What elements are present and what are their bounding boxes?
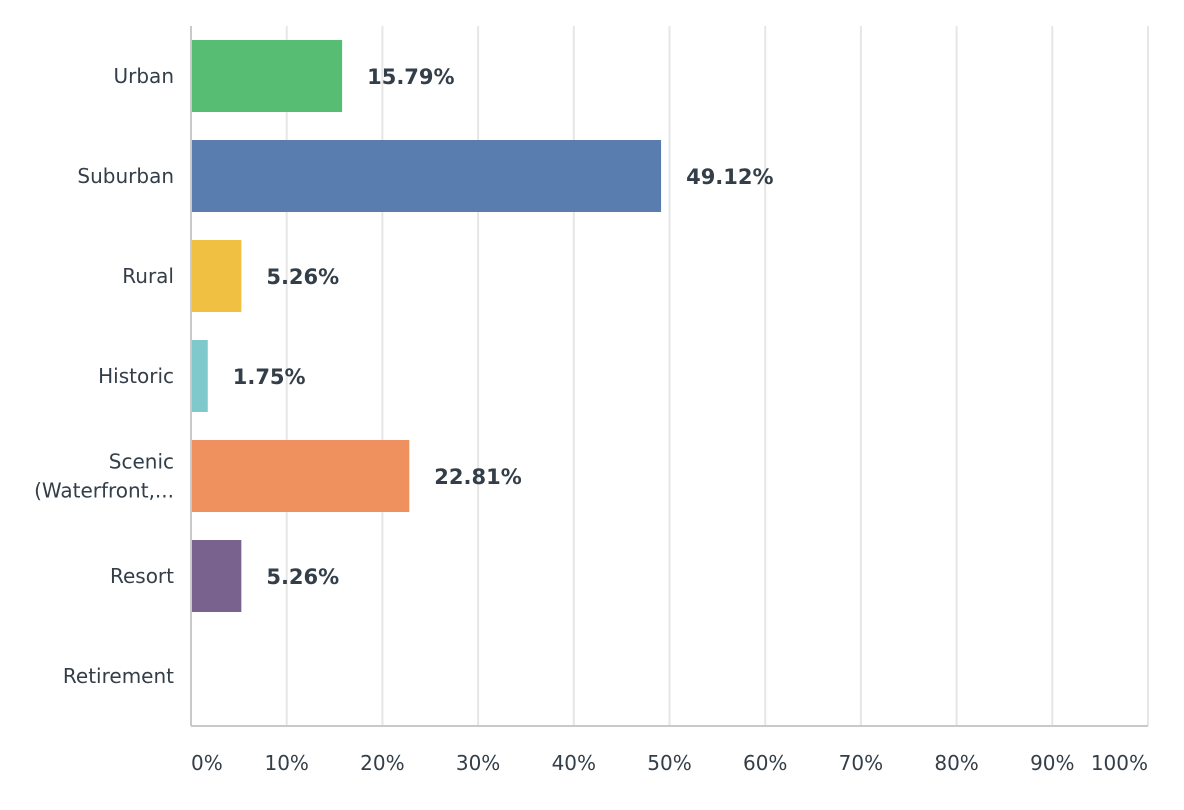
category-label: Retirement xyxy=(63,664,174,688)
category-label: Historic xyxy=(98,364,174,388)
bars xyxy=(191,40,662,612)
x-tick-label: 20% xyxy=(360,751,404,775)
data-label: 49.12% xyxy=(686,165,773,189)
bar xyxy=(191,240,242,312)
bar xyxy=(191,540,242,612)
category-label: Resort xyxy=(110,564,174,588)
x-tick-label: 30% xyxy=(456,751,500,775)
data-label: 22.81% xyxy=(434,465,521,489)
category-label: Urban xyxy=(114,64,175,88)
category-label: (Waterfront,... xyxy=(34,479,174,503)
x-tick-label: 100% xyxy=(1091,751,1148,775)
x-tick-label: 90% xyxy=(1030,751,1074,775)
x-tick-label: 40% xyxy=(552,751,596,775)
x-tick-label: 10% xyxy=(264,751,308,775)
axes xyxy=(190,26,1148,727)
x-tick-label: 70% xyxy=(839,751,883,775)
labels: Urban 15.79% Suburban 49.12% Rural 5.26% Histo… xyxy=(34,64,1148,775)
x-tick-label: 0% xyxy=(191,751,223,775)
data-label: 15.79% xyxy=(367,65,454,89)
data-label: 5.26% xyxy=(266,565,339,589)
data-label: 1.75% xyxy=(233,365,306,389)
data-label: 5.26% xyxy=(266,265,339,289)
category-label: Rural xyxy=(122,264,174,288)
bar xyxy=(191,40,343,112)
bar xyxy=(191,140,662,212)
bar xyxy=(191,340,208,412)
bar xyxy=(191,440,410,512)
category-label: Scenic xyxy=(109,450,174,474)
x-tick-label: 60% xyxy=(743,751,787,775)
gridlines xyxy=(285,26,1149,726)
category-label: Suburban xyxy=(77,164,174,188)
x-tick-label: 50% xyxy=(647,751,691,775)
x-tick-label: 80% xyxy=(934,751,978,775)
